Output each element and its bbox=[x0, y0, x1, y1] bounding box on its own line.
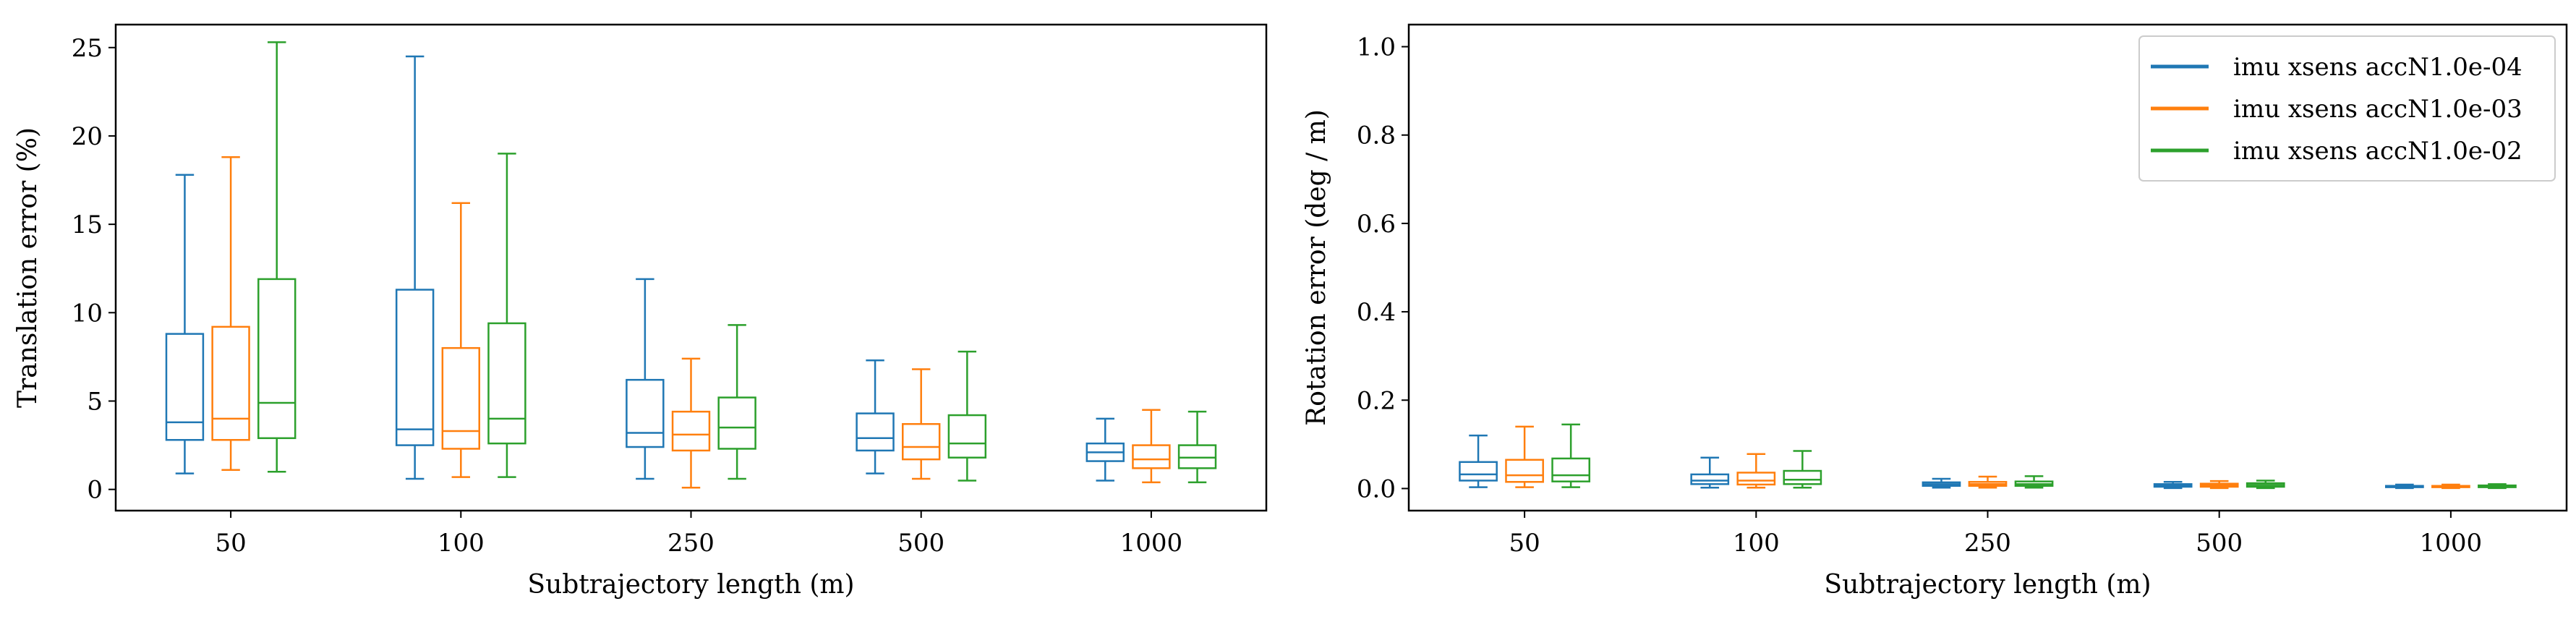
y-tick-label: 0.0 bbox=[1357, 474, 1396, 503]
x-tick-label: 1000 bbox=[1120, 529, 1183, 558]
box-500-series-3 bbox=[947, 350, 987, 482]
box-50-series-1 bbox=[1459, 434, 1498, 488]
box-iqr bbox=[1551, 457, 1591, 482]
y-tick-label: 1.0 bbox=[1357, 33, 1396, 62]
box-iqr bbox=[947, 414, 987, 459]
box-100-series-1 bbox=[1690, 456, 1730, 489]
box-iqr bbox=[487, 322, 526, 445]
box-100-series-2 bbox=[441, 202, 481, 478]
x-tick-label: 250 bbox=[668, 529, 715, 558]
box-iqr bbox=[856, 412, 895, 452]
box-iqr bbox=[901, 423, 941, 461]
box-iqr bbox=[395, 289, 435, 446]
box-100-series-1 bbox=[395, 55, 435, 480]
x-tick-label: 500 bbox=[2196, 529, 2243, 558]
box-100-series-3 bbox=[487, 153, 526, 478]
box-iqr bbox=[626, 378, 665, 448]
box-500-series-2 bbox=[2199, 480, 2239, 490]
box-iqr bbox=[441, 346, 481, 450]
box-50-series-3 bbox=[257, 41, 297, 473]
box-100-series-3 bbox=[1783, 450, 1822, 489]
box-iqr bbox=[671, 410, 711, 452]
y-tick-label: 25 bbox=[72, 34, 103, 63]
x-axis-label: Subtrajectory length (m) bbox=[1824, 570, 2151, 600]
box-50-series-2 bbox=[1505, 425, 1544, 488]
x-tick-label: 100 bbox=[1733, 529, 1780, 558]
x-tick-label: 250 bbox=[1964, 529, 2011, 558]
y-axis-label: Rotation error (deg / m) bbox=[1302, 109, 1331, 426]
box-iqr bbox=[1736, 472, 1776, 486]
box-250-series-1 bbox=[626, 278, 665, 480]
box-1000-series-3 bbox=[2478, 483, 2517, 490]
y-tick-label: 10 bbox=[72, 299, 103, 328]
box-1000-series-1 bbox=[2384, 483, 2424, 490]
box-iqr bbox=[211, 325, 250, 441]
box-iqr bbox=[165, 333, 205, 441]
y-tick-label: 0.4 bbox=[1357, 298, 1396, 327]
y-tick-label: 20 bbox=[72, 122, 103, 151]
box-50-series-2 bbox=[211, 156, 250, 472]
box-iqr bbox=[1690, 473, 1730, 485]
y-tick-label: 5 bbox=[87, 387, 103, 416]
box-iqr bbox=[1783, 469, 1822, 485]
box-50-series-1 bbox=[165, 174, 205, 474]
box-iqr bbox=[1505, 459, 1544, 483]
legend-frame bbox=[2138, 35, 2556, 182]
legend-label-1: imu xsens accN1.0e-04 bbox=[2233, 53, 2522, 82]
y-tick-label: 0.8 bbox=[1357, 122, 1396, 150]
rotation-error-chart: 0.0 0.2 0.4 0.6 0.8 1.0 50 100 250 500 1000 Subtraj… bbox=[1302, 23, 2568, 600]
x-tick-label: 100 bbox=[438, 529, 485, 558]
x-axis-label: Subtrajectory length (m) bbox=[527, 570, 854, 600]
x-tick-label: 1000 bbox=[2420, 529, 2483, 558]
box-iqr bbox=[717, 396, 756, 450]
box-1000-series-2 bbox=[1132, 409, 1171, 484]
box-500-series-1 bbox=[2153, 481, 2193, 490]
y-tick-label: 0.2 bbox=[1357, 386, 1396, 415]
x-tick-label: 500 bbox=[897, 529, 944, 558]
box-iqr bbox=[1132, 444, 1171, 469]
box-250-series-2 bbox=[1968, 475, 2008, 489]
legend-label-2: imu xsens accN1.0e-03 bbox=[2233, 95, 2522, 124]
box-500-series-2 bbox=[901, 368, 941, 480]
y-tick-label: 0.6 bbox=[1357, 210, 1396, 239]
box-50-series-3 bbox=[1551, 423, 1591, 488]
box-iqr bbox=[1459, 461, 1498, 482]
translation-error-chart: 0 5 10 15 20 25 50 100 250 500 1000 Subtrajectory l… bbox=[13, 23, 1268, 600]
box-500-series-3 bbox=[2246, 480, 2285, 490]
box-1000-series-3 bbox=[1177, 410, 1217, 484]
box-500-series-1 bbox=[856, 359, 895, 474]
box-1000-series-1 bbox=[1086, 417, 1125, 482]
box-250-series-3 bbox=[717, 324, 756, 480]
y-axis-label: Translation error (%) bbox=[13, 127, 43, 408]
y-tick-label: 0 bbox=[87, 476, 103, 505]
box-100-series-2 bbox=[1736, 453, 1776, 489]
box-250-series-2 bbox=[671, 357, 711, 489]
box-iqr bbox=[257, 278, 297, 440]
x-tick-label: 50 bbox=[1509, 529, 1540, 558]
y-tick-label: 15 bbox=[72, 210, 103, 239]
legend-label-3: imu xsens accN1.0e-02 bbox=[2233, 137, 2522, 166]
box-250-series-3 bbox=[2014, 475, 2054, 489]
x-tick-label: 50 bbox=[215, 529, 246, 558]
box-250-series-1 bbox=[1922, 477, 1961, 489]
box-1000-series-2 bbox=[2431, 483, 2470, 490]
legend: imu xsens accN1.0e-04 imu xsens accN1.0e-… bbox=[2138, 35, 2556, 182]
